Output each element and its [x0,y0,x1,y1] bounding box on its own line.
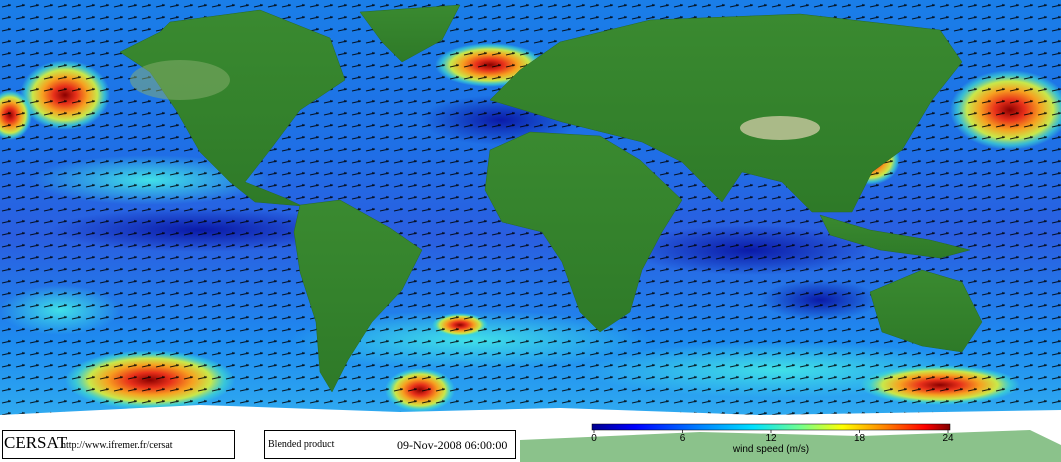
url[interactable]: http://www.ifremer.fr/cersat [61,440,173,451]
colorbar: wind speed (m/s) 0 6 12 18 24 [591,423,954,455]
tibet [740,116,820,140]
africa [484,131,683,333]
timestamp: 09-Nov-2008 06:00:00 [397,438,508,452]
colorbar-tick-label: 6 [680,433,686,444]
south-america [293,199,423,393]
colorbar-ramp [591,423,951,431]
greenland [359,4,461,63]
indonesia [819,214,971,259]
logo: CERSAT [4,433,68,452]
product-box: Blended product 09-Nov-2008 06:00:00 [264,430,516,459]
colorbar-label: wind speed (m/s) [732,444,809,455]
eurasia [489,13,963,213]
colorbar-tick-label: 12 [765,433,777,444]
continents [119,4,983,393]
colorbar-tick-label: 0 [591,433,597,444]
colorbar-tick-label: 24 [942,433,954,444]
credit-box: CERSAT http://www.ifremer.fr/cersat [2,430,235,459]
product: Blended product [268,439,335,450]
antarctica-land [520,430,1061,462]
australia [869,269,983,353]
rockies [130,60,230,100]
colorbar-tick-label: 18 [854,433,866,444]
